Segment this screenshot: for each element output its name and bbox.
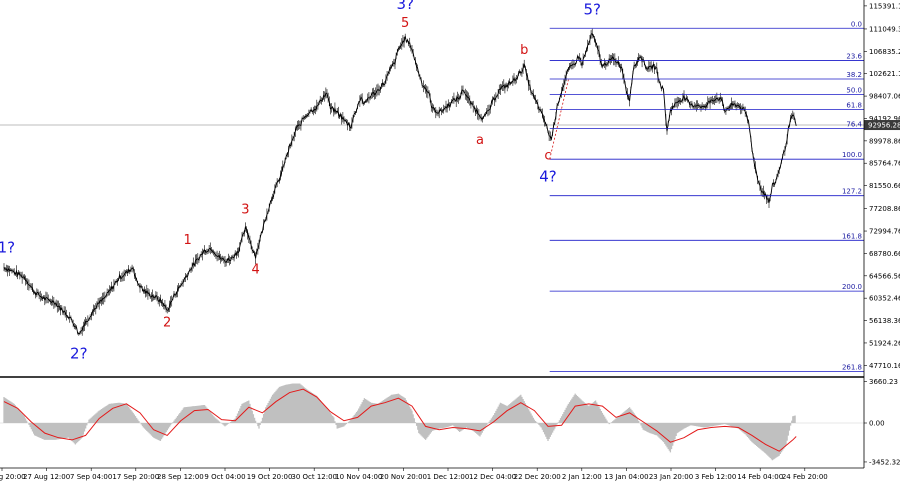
fib-level-label: 50.0 <box>846 87 862 95</box>
price-tick-label: 68780.66 <box>869 250 900 258</box>
time-tick-label: 10 Nov 04:00 <box>335 473 382 481</box>
price-tick-label: 51924.26 <box>869 339 900 347</box>
price-tick-label: 115391.16 <box>869 2 900 10</box>
price-tick-label: 102621.16 <box>869 70 900 78</box>
wave-label: 3? <box>396 0 414 13</box>
oscillator-axis: 3660.23 0.00 -3452.32 <box>864 378 900 466</box>
price-tick-label: 106835.26 <box>869 48 900 56</box>
time-tick-label: 27 Aug 12:00 <box>23 473 70 481</box>
price-tick-label: 89978.86 <box>869 137 900 145</box>
time-tick-label: 19 Oct 20:00 <box>247 473 293 481</box>
fibonacci-levels: 0.0 23.6 38.2 50.0 61.8 76.4 100.0 127.2 161.8 20… <box>549 20 864 372</box>
fib-level-label: 261.8 <box>842 363 862 371</box>
time-tick-label: 14 Feb 04:00 <box>737 473 783 481</box>
oscillator-tick-label: -3452.32 <box>869 458 900 466</box>
fib-level-label: 100.0 <box>842 151 862 159</box>
wave-label: 2? <box>70 344 88 362</box>
price-tick-label: 64566.56 <box>869 272 900 280</box>
price-axis: 115391.16 111049.36 106835.26 102621.16 9840… <box>864 2 900 370</box>
price-tick-label: 81550.66 <box>869 182 900 190</box>
wave-label: 4 <box>251 263 259 278</box>
current-price-box <box>864 120 900 131</box>
time-tick-label: 12 Dec 04:00 <box>469 473 516 481</box>
fib-level-label: 38.2 <box>846 71 862 79</box>
fib-level-label: 23.6 <box>846 52 862 60</box>
price-tick-label: 60352.46 <box>869 295 900 303</box>
time-tick-label: 17 Sep 20:00 <box>112 473 159 481</box>
time-tick-label: 30 Oct 12:00 <box>291 473 337 481</box>
price-line <box>3 32 797 335</box>
oscillator-tick-label: 3660.23 <box>869 378 898 386</box>
time-tick-label: 23 Jan 20:00 <box>649 473 693 481</box>
time-tick-label: 20 Nov 20:00 <box>380 473 427 481</box>
fib-level-label: 127.2 <box>842 188 862 196</box>
fib-level-label: 61.8 <box>846 101 862 109</box>
time-tick-label: 1 Dec 12:00 <box>427 473 470 481</box>
fib-level-label: 0.0 <box>851 20 862 28</box>
wave-connector <box>549 79 569 160</box>
wave-label: b <box>520 43 528 58</box>
fib-level-label: 76.4 <box>846 120 862 128</box>
price-tick-label: 85764.76 <box>869 160 900 168</box>
wave-label: 2 <box>163 316 171 331</box>
current-price-value: 92956.28 <box>868 122 900 130</box>
oscillator-pane <box>0 383 864 461</box>
time-tick-label: 13 Jan 04:00 <box>604 473 648 481</box>
wave-labels: 1? 2? 1 2 3 4 3? 5 a b c 4? 5? <box>0 0 601 362</box>
price-tick-label: 47710.16 <box>869 362 900 370</box>
wave-label: 5 <box>401 16 409 31</box>
wave-label: 4? <box>539 168 557 186</box>
price-tick-label: 98407.06 <box>869 93 900 101</box>
oscillator-signal-line <box>3 388 797 452</box>
wave-label: 3 <box>241 202 249 217</box>
wave-label: c <box>544 148 551 163</box>
oscillator-tick-label: 0.00 <box>869 420 885 428</box>
wave-label: 5? <box>583 0 601 18</box>
price-tick-label: 111049.36 <box>869 25 900 33</box>
price-tick-label: 56138.36 <box>869 317 900 325</box>
time-tick-label: 20 Aug 20:00 <box>0 473 26 481</box>
time-tick-label: 28 Sep 12:00 <box>157 473 204 481</box>
price-tick-label: 72994.76 <box>869 228 900 236</box>
price-series <box>3 28 797 336</box>
time-tick-label: 9 Oct 04:00 <box>204 473 245 481</box>
price-tick-label: 77208.86 <box>869 205 900 213</box>
price-tick-label: 94192.96 <box>869 115 900 123</box>
time-tick-label: 3 Feb 12:00 <box>695 473 736 481</box>
wave-label: 1? <box>0 238 15 256</box>
time-tick-label: 2 Jan 12:00 <box>562 473 602 481</box>
time-tick-label: 7 Sep 04:00 <box>70 473 112 481</box>
wave-label: a <box>476 133 484 148</box>
time-tick-label: 22 Dec 20:00 <box>514 473 561 481</box>
time-tick-label: 24 Feb 20:00 <box>782 473 828 481</box>
wave-label: 1 <box>183 233 191 248</box>
fib-level-label: 200.0 <box>842 283 862 291</box>
fib-level-label: 161.8 <box>842 232 862 240</box>
